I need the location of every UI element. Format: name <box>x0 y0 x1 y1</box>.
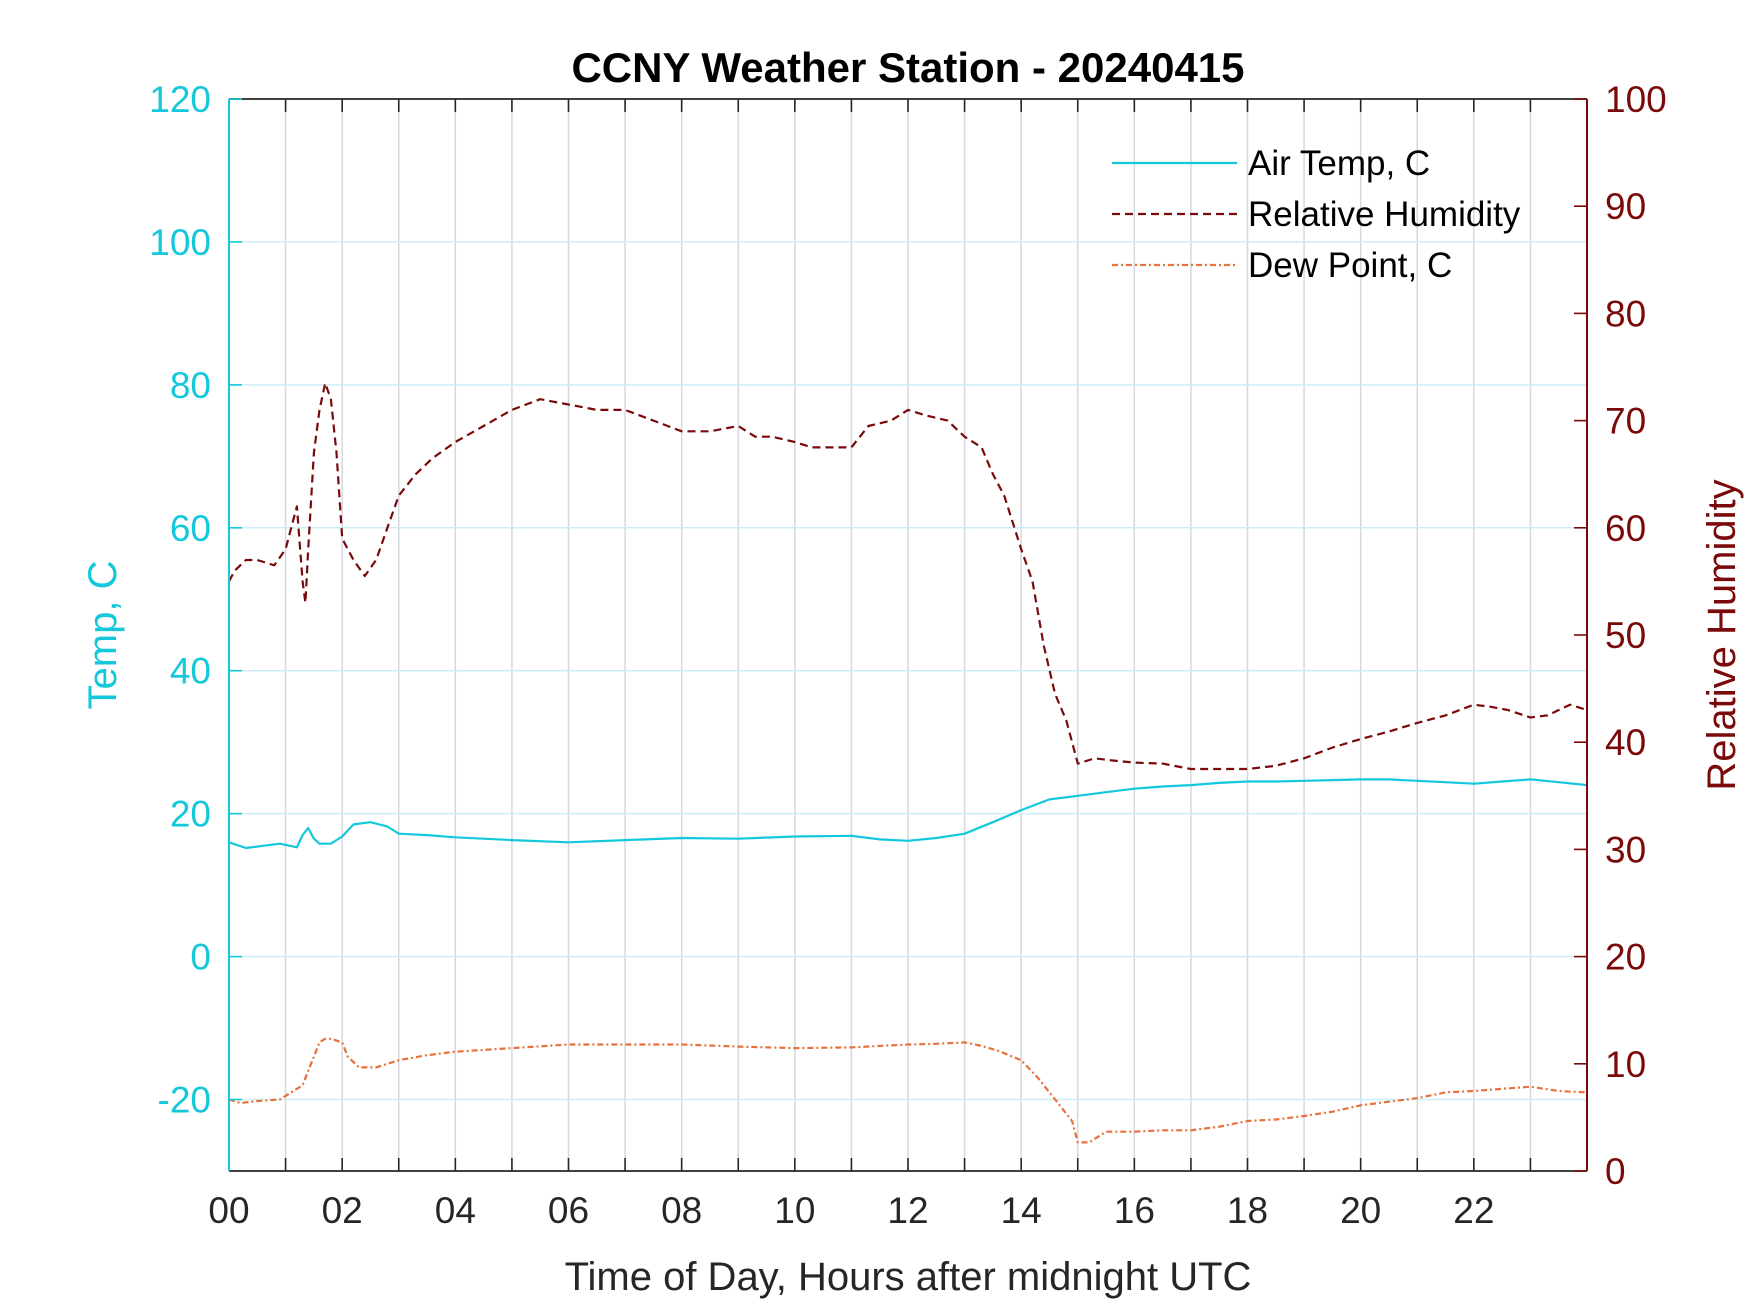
legend-label-2: Dew Point, C <box>1248 246 1452 285</box>
series-line-0 <box>229 778 1587 850</box>
y-left-tick-label: 60 <box>170 508 211 549</box>
x-tick-label: 22 <box>1453 1190 1494 1231</box>
y-right-tick-label: 30 <box>1605 829 1646 870</box>
axes-layer: 00 02 04 06 08 10 12 14 16 18 20 22-200204060801001… <box>149 79 1666 1231</box>
y-left-tick-label: 0 <box>190 937 211 978</box>
y-left-tick-label: 40 <box>170 651 211 692</box>
x-axis-label: Time of Day, Hours after midnight UTC <box>565 1255 1252 1299</box>
x-tick-label: 04 <box>435 1190 476 1231</box>
x-tick-label: 08 <box>661 1190 702 1231</box>
y-left-tick-label: 20 <box>170 794 211 835</box>
y-left-tick-label: 80 <box>170 365 211 406</box>
legend-label-0: Air Temp, C <box>1248 144 1430 183</box>
y-axis-right-label: Relative Humidity <box>1700 479 1744 790</box>
y-right-tick-label: 80 <box>1605 293 1646 334</box>
y-right-tick-label: 70 <box>1605 401 1646 442</box>
legend-label-1: Relative Humidity <box>1248 195 1521 234</box>
y-right-tick-label: 50 <box>1605 615 1646 656</box>
x-tick-label: 18 <box>1227 1190 1268 1231</box>
y-left-tick-label: 100 <box>149 222 211 263</box>
y-right-tick-label: 20 <box>1605 937 1646 978</box>
y-right-tick-label: 60 <box>1605 508 1646 549</box>
y-right-tick-label: 90 <box>1605 186 1646 227</box>
series-layer <box>229 382 1587 1144</box>
y-axis-left-label: Temp, C <box>81 561 125 710</box>
y-right-tick-label: 100 <box>1605 79 1667 120</box>
y-right-tick-label: 40 <box>1605 722 1646 763</box>
chart-title: CCNY Weather Station - 20240415 <box>571 44 1244 91</box>
y-left-tick-label: -20 <box>158 1080 211 1121</box>
x-tick-label: 06 <box>548 1190 589 1231</box>
x-tick-label: 20 <box>1340 1190 1381 1231</box>
x-tick-label: 00 <box>208 1190 249 1231</box>
y-left-tick-label: 120 <box>149 79 211 120</box>
vertical-grid <box>284 99 1532 1171</box>
horizontal-grid <box>229 241 1587 1101</box>
legend: Air Temp, C Relative Humidity Dew Point, C <box>1112 144 1521 285</box>
x-tick-label: 14 <box>1001 1190 1042 1231</box>
y-right-tick-label: 10 <box>1605 1044 1646 1085</box>
y-right-tick-label: 0 <box>1605 1151 1626 1192</box>
series-line-1 <box>229 382 1587 771</box>
x-tick-label: 12 <box>887 1190 928 1231</box>
series-line-2 <box>229 1037 1587 1144</box>
x-tick-label: 10 <box>774 1190 815 1231</box>
x-tick-label: 02 <box>322 1190 363 1231</box>
x-tick-label: 16 <box>1114 1190 1155 1231</box>
